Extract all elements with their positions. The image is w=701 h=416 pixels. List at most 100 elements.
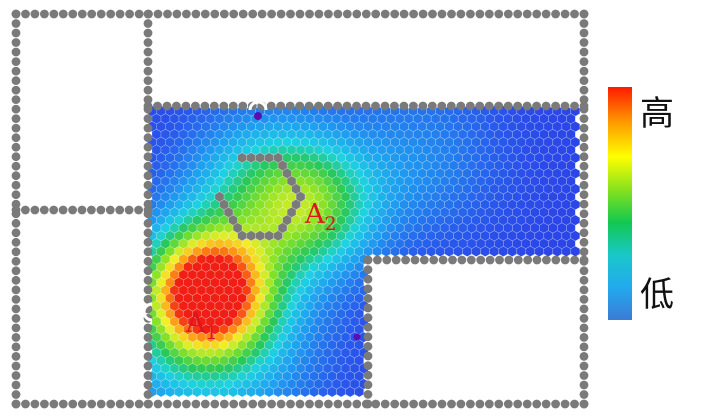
wall-dot [551,9,560,19]
heat-cell [516,245,527,257]
wall-dot [560,399,570,409]
wall-dot [143,333,153,342]
wall-dot [106,399,116,409]
wall-dot [380,9,390,19]
heat-cell [255,386,265,398]
wall-dot [579,371,589,380]
wall-dot [390,399,400,409]
wall-dot [363,265,373,274]
wall-dot [134,205,144,215]
wall-dot [11,228,21,238]
wall-dot [58,205,68,215]
wall-dot [579,142,589,152]
marker-a2: A2 [304,199,337,235]
wall-dot [286,9,295,19]
wall-dot [219,9,229,19]
wall-dot [476,255,486,265]
wall-dot [68,9,78,19]
wall-dot [266,101,276,111]
wall-dot [333,9,343,19]
wall-dot [513,399,523,409]
wall-dot [513,9,523,19]
building-walls [11,9,589,409]
wall-dot [373,255,382,265]
wall-dot [143,237,153,247]
heat-cell [354,386,365,398]
wall-dot [209,101,219,111]
wall-dot [11,47,21,57]
wall-dot [143,47,153,57]
wall-dot [579,180,589,190]
wall-dot [391,255,401,265]
wall-dot [428,399,437,409]
wall-dot [11,152,21,162]
wall-dot [162,101,172,111]
wall-dot [87,9,97,19]
wall-dot [21,9,30,19]
wall-dot [551,399,560,409]
wall-dot [363,322,373,332]
heat-cell [390,245,401,257]
heat-cell [309,386,319,398]
wall-dot [579,190,589,200]
wall-dot [276,9,286,19]
wall-dot [143,76,153,85]
wall-dot [257,9,267,19]
wall-dot [229,9,239,19]
wall-dot [579,152,589,162]
wall-dot [153,9,163,19]
wall-dot [380,399,390,409]
wall-dot [579,19,589,28]
wall-dot [143,123,153,133]
wall-dot [11,285,21,295]
wall-dot [125,9,134,19]
wall-dot [371,399,381,409]
wall-dot [390,101,399,111]
wall-dot [382,255,392,265]
wall-dot [363,332,373,342]
wall-dot [579,123,589,133]
heat-cell [561,245,572,257]
wall-dot [484,9,494,19]
wall-dot [143,133,153,143]
wall-dot [11,180,21,190]
heat-cell [264,386,274,398]
wall-dot [210,399,220,409]
wall-dot [96,205,106,215]
wall-dot [438,255,448,265]
heat-cell [462,245,473,257]
wall-dot [11,333,21,342]
wall-dot [579,266,589,276]
wall-dot [143,247,153,257]
wall-dot [295,399,305,409]
wall-dot [77,399,87,409]
wall-dot [11,142,21,152]
wall-dot [484,101,494,111]
wall-dot [267,9,276,19]
wall-dot [228,101,238,111]
wall-dot [494,9,504,19]
wall-dot [124,205,134,215]
wall-dot [419,255,429,265]
wall-dot [363,361,373,370]
wall-dot [579,323,589,333]
wall-dot [363,399,373,409]
wall-dot [143,161,153,171]
wall-dot [305,9,314,19]
wall-dot [579,333,589,342]
wall-dot [342,9,352,19]
wall-dot [11,352,21,361]
wall-dot [352,399,362,409]
heat-cell [282,386,292,398]
wall-dot [49,205,59,215]
wall-dot [409,9,418,19]
wall-dot [286,399,295,409]
wall-dot [399,101,409,111]
wall-dot [428,9,437,19]
wall-dot [143,371,153,380]
wall-dot [210,9,220,19]
heat-cell [435,245,446,257]
wall-dot [182,9,191,19]
wall-dot [238,101,248,111]
wall-dot [143,38,153,47]
